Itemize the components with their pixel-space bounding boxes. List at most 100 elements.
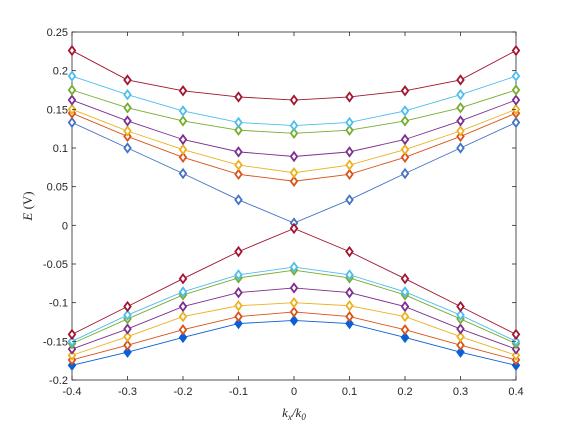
data-point xyxy=(234,168,243,180)
data-point xyxy=(345,116,354,129)
y-tick-label: -0.15 xyxy=(43,336,68,348)
data-point xyxy=(178,143,188,156)
series-13 xyxy=(67,222,521,341)
data-point xyxy=(456,323,465,335)
data-point xyxy=(178,324,188,336)
data-point xyxy=(178,272,188,285)
data-point xyxy=(345,286,354,299)
data-point xyxy=(345,168,354,180)
series-4 xyxy=(67,84,521,140)
data-point xyxy=(289,314,299,327)
x-tick-label: 0.1 xyxy=(342,386,357,398)
data-point xyxy=(234,124,243,136)
data-point xyxy=(178,115,188,127)
y-tick-label: 0.05 xyxy=(47,182,68,194)
data-point xyxy=(178,286,188,298)
x-tick-label: 0.3 xyxy=(453,386,468,398)
data-point xyxy=(400,300,410,313)
data-point xyxy=(234,146,243,158)
data-point xyxy=(511,84,521,96)
series-2 xyxy=(67,103,521,179)
data-point xyxy=(400,272,410,285)
data-point xyxy=(289,261,299,273)
data-point xyxy=(289,222,299,235)
data-point xyxy=(456,142,465,154)
data-point xyxy=(234,194,243,206)
ticks-layer xyxy=(71,31,517,381)
data-point xyxy=(400,133,410,146)
x-tick-label: -0.2 xyxy=(174,386,193,398)
data-point xyxy=(123,330,132,343)
data-point xyxy=(289,119,299,132)
data-point xyxy=(456,74,465,86)
data-point xyxy=(123,74,132,86)
y-tick-labels: -0.2 -0.15 -0.1 -0.05 0 0.05 0.1 0.15 0.2 0.25 xyxy=(43,27,68,387)
data-point xyxy=(345,245,354,258)
data-point xyxy=(67,328,77,341)
data-point xyxy=(289,94,299,106)
data-point xyxy=(456,102,465,114)
data-point xyxy=(289,282,299,294)
data-point xyxy=(345,146,354,158)
data-point xyxy=(234,286,243,299)
data-point xyxy=(178,105,188,117)
data-point xyxy=(178,331,188,344)
data-point xyxy=(511,116,521,129)
data-point xyxy=(511,94,521,106)
data-point xyxy=(289,175,299,187)
x-tick-label: -0.3 xyxy=(118,386,137,398)
data-point xyxy=(123,125,132,137)
data-point xyxy=(400,331,410,344)
series-3 xyxy=(67,94,521,163)
data-point xyxy=(67,94,77,106)
x-tick-labels: -0.4 -0.3 -0.2 -0.1 0 0.1 0.2 0.3 0.4 xyxy=(63,386,524,398)
data-point xyxy=(456,309,465,321)
data-point xyxy=(345,91,354,103)
y-tick-label: -0.1 xyxy=(49,298,68,310)
data-point xyxy=(400,115,410,127)
y-axis-label: E (V) xyxy=(20,191,35,221)
data-point xyxy=(123,300,132,313)
x-tick-label: 0 xyxy=(291,386,297,398)
data-point xyxy=(400,167,410,180)
series-12 xyxy=(67,261,521,348)
series-layer xyxy=(67,44,521,372)
y-tick-label: -0.05 xyxy=(43,259,68,271)
data-point xyxy=(400,324,410,336)
data-point xyxy=(289,306,299,318)
data-point xyxy=(178,300,188,313)
data-point xyxy=(67,349,77,361)
x-axis-label: kx/k0 xyxy=(282,405,306,422)
y-tick-label: 0.2 xyxy=(53,66,68,78)
data-point xyxy=(345,194,354,206)
x-tick-label: 0.2 xyxy=(397,386,412,398)
data-point xyxy=(511,328,521,341)
series-6 xyxy=(67,44,521,106)
data-point xyxy=(456,88,465,101)
data-point xyxy=(178,310,188,323)
data-point xyxy=(289,150,299,163)
data-point xyxy=(123,323,132,335)
data-point xyxy=(456,125,465,137)
data-point xyxy=(400,151,410,163)
data-point xyxy=(123,142,132,154)
data-point xyxy=(345,317,354,330)
data-point xyxy=(234,116,243,129)
data-point xyxy=(123,309,132,321)
x-tick-label: 0.4 xyxy=(508,386,523,398)
data-point xyxy=(289,127,299,140)
data-point xyxy=(234,317,243,330)
x-tick-label: -0.1 xyxy=(229,386,248,398)
data-point xyxy=(456,346,465,358)
series-5 xyxy=(67,70,521,132)
data-point xyxy=(345,159,354,171)
data-point xyxy=(123,102,132,114)
data-point xyxy=(67,116,77,129)
data-point xyxy=(178,85,188,97)
data-point xyxy=(511,70,521,82)
data-point xyxy=(67,84,77,96)
data-point xyxy=(234,300,243,312)
data-point xyxy=(345,124,354,136)
data-point xyxy=(123,346,132,358)
plot-area xyxy=(71,31,517,381)
